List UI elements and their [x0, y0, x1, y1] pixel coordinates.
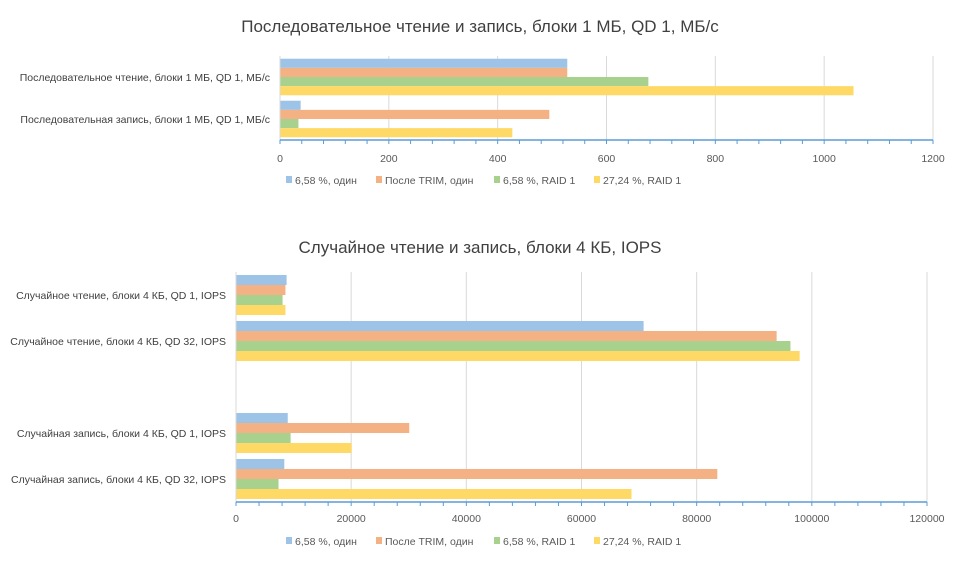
category-label: Случайная запись, блоки 4 КБ, QD 32, IOP… — [11, 474, 226, 486]
bar — [236, 468, 718, 479]
x-tick-label: 40000 — [452, 513, 481, 525]
legend-label: 6,58 %, RAID 1 — [503, 175, 576, 187]
x-tick-label: 120000 — [909, 513, 944, 525]
bar — [280, 58, 568, 68]
legend-swatch — [376, 176, 382, 183]
bar — [236, 433, 291, 444]
bar — [236, 412, 288, 423]
bar — [280, 119, 299, 129]
x-tick-label: 80000 — [682, 513, 711, 525]
legend-swatch — [594, 537, 600, 544]
legend-label: 6,58 %, один — [295, 175, 357, 187]
x-tick-label: 600 — [598, 153, 616, 165]
bar — [236, 305, 286, 316]
x-tick-label: 0 — [233, 513, 239, 525]
bar — [280, 128, 513, 138]
bar — [236, 489, 632, 500]
x-tick-label: 0 — [277, 153, 283, 165]
chart-title: Случайное чтение и запись, блоки 4 КБ, I… — [299, 238, 662, 257]
x-tick-label: 800 — [707, 153, 725, 165]
x-tick-label: 200 — [380, 153, 398, 165]
sequential-chart: Последовательное чтение и запись, блоки … — [20, 17, 945, 187]
category-label: Случайная запись, блоки 4 КБ, QD 1, IOPS — [17, 428, 226, 440]
legend-label: 6,58 %, RAID 1 — [503, 536, 576, 548]
legend-swatch — [286, 537, 292, 544]
legend-label: 27,24 %, RAID 1 — [603, 175, 681, 187]
bar — [280, 100, 301, 110]
bar — [236, 320, 644, 331]
x-tick-label: 60000 — [567, 513, 596, 525]
legend-swatch — [286, 176, 292, 183]
category-label: Последовательная запись, блоки 1 МБ, QD … — [20, 114, 270, 126]
legend-swatch — [494, 176, 500, 183]
bar — [236, 274, 287, 285]
bar — [280, 86, 854, 96]
bar — [236, 479, 279, 490]
bar — [280, 67, 568, 77]
category-label: Случайное чтение, блоки 4 КБ, QD 32, IOP… — [10, 336, 226, 348]
legend-swatch — [594, 176, 600, 183]
bar — [236, 443, 352, 454]
bar — [280, 77, 649, 87]
bar — [280, 109, 550, 119]
legend-label: 6,58 %, один — [295, 536, 357, 548]
legend-swatch — [494, 537, 500, 544]
x-tick-label: 1000 — [812, 153, 836, 165]
bar — [236, 341, 791, 352]
x-tick-label: 20000 — [337, 513, 366, 525]
x-tick-label: 400 — [489, 153, 507, 165]
bar — [236, 458, 285, 469]
x-tick-label: 100000 — [794, 513, 829, 525]
random-chart: Случайное чтение и запись, блоки 4 КБ, I… — [10, 238, 944, 548]
category-label: Последовательное чтение, блоки 1 МБ, QD … — [20, 72, 270, 84]
legend-label: 27,24 %, RAID 1 — [603, 536, 681, 548]
bar — [236, 351, 800, 362]
x-tick-label: 1200 — [921, 153, 945, 165]
legend-label: После TRIM, один — [385, 175, 474, 187]
category-label: Случайное чтение, блоки 4 КБ, QD 1, IOPS — [16, 290, 226, 302]
legend-label: После TRIM, один — [385, 536, 474, 548]
chart-title: Последовательное чтение и запись, блоки … — [241, 17, 719, 36]
bar — [236, 422, 410, 433]
legend-swatch — [376, 537, 382, 544]
bar — [236, 295, 283, 306]
bar — [236, 330, 777, 341]
bar — [236, 284, 286, 295]
